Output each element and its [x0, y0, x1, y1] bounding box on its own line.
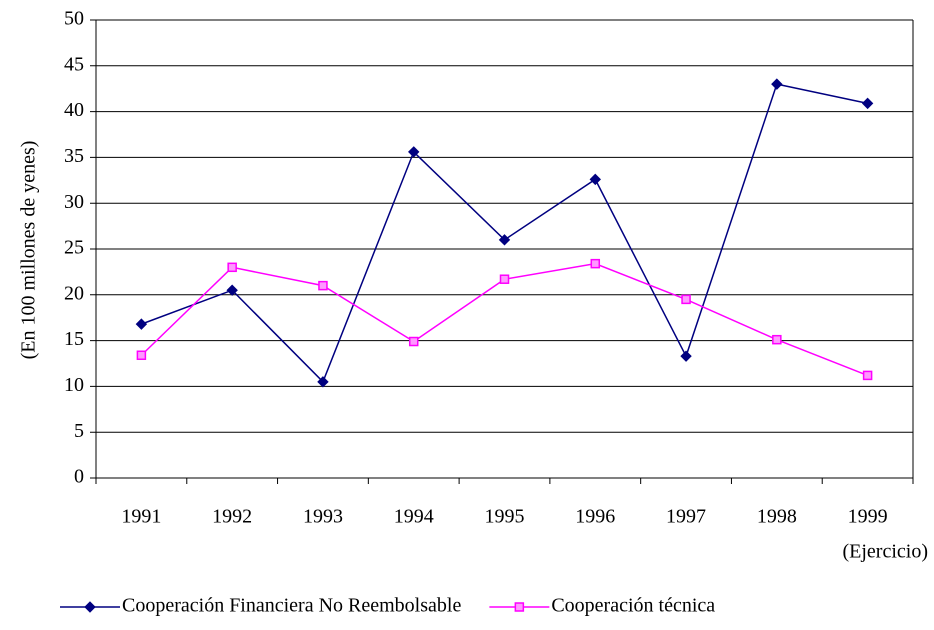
- point: [136, 350, 147, 361]
- point: [771, 78, 783, 90]
- y-tick-label: 40: [64, 99, 84, 121]
- y-tick-label: 45: [64, 53, 84, 75]
- point: [499, 274, 510, 284]
- point: [135, 318, 148, 330]
- x-tick-label: 1993: [303, 506, 343, 528]
- y-tick-label: 10: [64, 374, 84, 396]
- point: [861, 97, 874, 110]
- y-tick-label: 15: [64, 328, 84, 350]
- y-tick-label: 35: [64, 145, 84, 167]
- point: [317, 376, 329, 388]
- point: [681, 294, 691, 305]
- point: [498, 234, 511, 246]
- y-tick-label: 30: [64, 191, 84, 213]
- point: [227, 262, 237, 273]
- point: [590, 258, 601, 269]
- x-tick-label: 1991: [121, 506, 161, 528]
- y-axis-label: (En 100 millones de yenes): [18, 141, 40, 360]
- x-tick-label: 1996: [575, 506, 615, 528]
- y-tick-label: 50: [64, 8, 84, 30]
- point: [226, 284, 238, 296]
- point: [680, 350, 692, 362]
- x-tick-label: 1997: [666, 506, 706, 528]
- y-tick-label: 5: [74, 420, 84, 442]
- point: [772, 334, 782, 345]
- x-tick-label: 1992: [212, 506, 252, 528]
- y-tick-label: 0: [74, 466, 84, 488]
- point: [862, 370, 873, 381]
- y-tick-label: 20: [64, 282, 84, 304]
- x-tick-label: 1994: [394, 506, 434, 528]
- x-tick-label: 1995: [485, 506, 525, 528]
- x-tick-label: 1998: [757, 506, 797, 528]
- legend-marker: [514, 602, 525, 612]
- y-tick-label: 25: [64, 237, 84, 259]
- x-axis-label: (Ejercicio): [843, 541, 929, 563]
- point: [408, 146, 420, 158]
- legend-label: Cooperación Financiera No Reembolsable: [122, 595, 461, 617]
- x-tick-label: 1999: [848, 506, 888, 528]
- point: [318, 280, 328, 291]
- series-line: [141, 83, 868, 384]
- point: [408, 336, 419, 347]
- legend-marker: [84, 601, 96, 613]
- point: [589, 173, 601, 186]
- legend-label: Cooperación técnica: [551, 595, 715, 617]
